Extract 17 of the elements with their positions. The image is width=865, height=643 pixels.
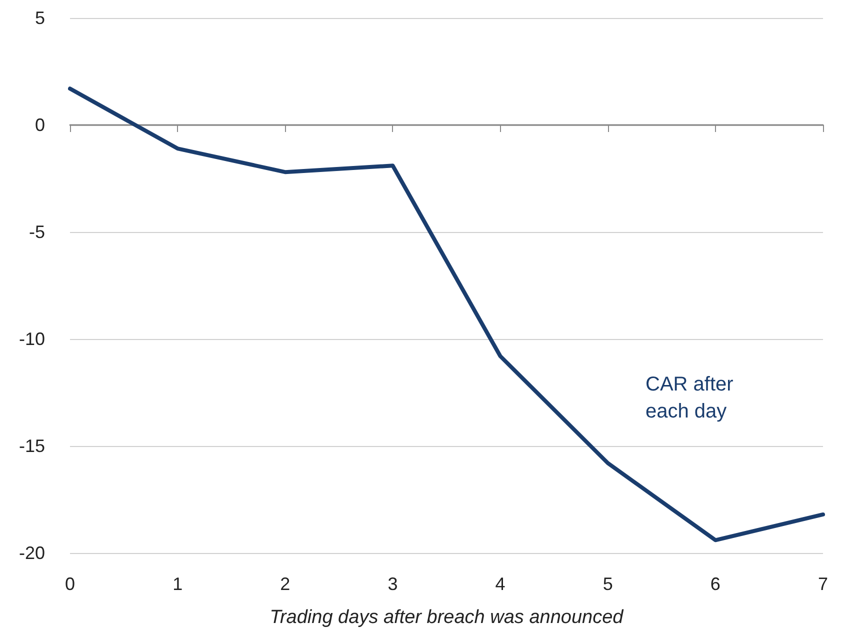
y-tick-label: 0 (34, 115, 45, 135)
line-series (68, 86, 825, 542)
y-tick-label: -15 (18, 436, 45, 456)
x-tick-label: 2 (280, 574, 290, 594)
x-tick-label: 0 (64, 574, 76, 594)
x-tick-label: 6 (710, 574, 720, 594)
x-tick-label: 1 (172, 574, 183, 594)
y-tick-label: 5 (34, 8, 45, 28)
x-tick-label: 3 (388, 574, 398, 594)
y-tick-label: -20 (18, 543, 45, 563)
x-tick-label: 5 (602, 574, 613, 594)
x-tick-label: 7 (818, 574, 828, 594)
text: CAR after each day (646, 374, 739, 423)
x-tick-label: 4 (495, 574, 506, 594)
x-axis-title: Trading days after breach was announced (270, 607, 625, 628)
y-tick-label: -5 (28, 222, 45, 242)
y-tick-label: -10 (18, 329, 45, 349)
